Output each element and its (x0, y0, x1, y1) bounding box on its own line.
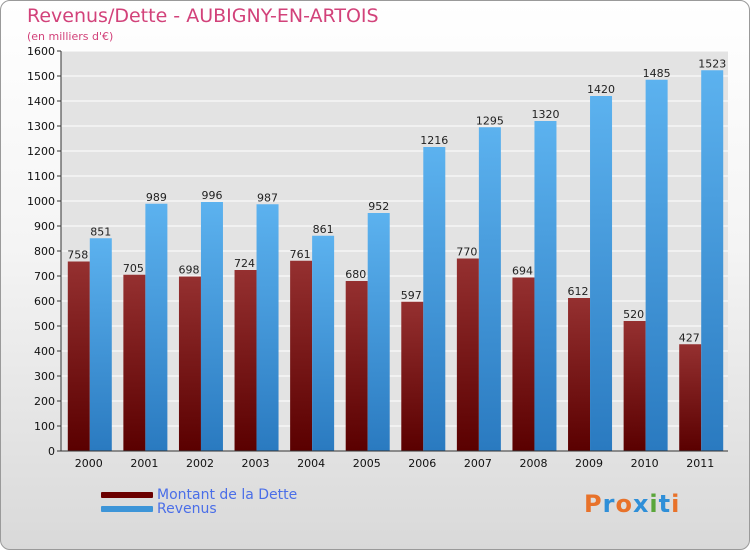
logo-letter: r (602, 490, 616, 518)
chart-subtitle: (en milliers d'€) (27, 30, 114, 43)
x-tick-label: 2003 (242, 457, 270, 470)
y-tick-label: 400 (34, 345, 55, 358)
data-label-revenus: 1295 (476, 114, 504, 127)
x-tick-label: 2002 (186, 457, 214, 470)
bar-revenus (534, 121, 557, 451)
data-label-debt: 612 (568, 285, 589, 298)
bar-revenus (89, 238, 112, 451)
bar-revenus (423, 147, 446, 451)
data-label-debt: 427 (679, 331, 700, 344)
legend-label-debt: Montant de la Dette (157, 487, 298, 503)
bar-debt (401, 301, 424, 451)
x-tick-label: 2004 (297, 457, 325, 470)
x-tick-label: 2010 (631, 457, 659, 470)
x-tick-label: 2007 (464, 457, 492, 470)
data-label-revenus: 996 (201, 189, 222, 202)
x-tick-label: 2008 (519, 457, 547, 470)
data-label-revenus: 1523 (698, 57, 726, 70)
data-label-revenus: 1420 (587, 83, 615, 96)
y-tick-label: 1600 (27, 45, 55, 58)
y-tick-label: 1500 (27, 70, 55, 83)
bar-debt (290, 260, 313, 451)
proxiti-logo: Proxiti (584, 490, 680, 518)
data-label-revenus: 952 (368, 200, 389, 213)
y-tick-label: 900 (34, 220, 55, 233)
y-tick-label: 500 (34, 320, 55, 333)
y-tick-label: 200 (34, 395, 55, 408)
bar-revenus (645, 79, 668, 451)
logo-letter: i (671, 490, 681, 518)
bar-debt (345, 281, 368, 451)
data-label-debt: 705 (123, 262, 144, 275)
data-label-revenus: 851 (90, 225, 111, 238)
bar-revenus (701, 70, 724, 451)
bar-debt (456, 258, 479, 451)
bar-revenus (478, 127, 501, 451)
logo-letter: P (584, 490, 603, 518)
data-label-debt: 680 (345, 268, 366, 281)
x-tick-label: 2001 (130, 457, 158, 470)
data-label-revenus: 1216 (420, 134, 448, 147)
x-tick-label: 2006 (408, 457, 436, 470)
x-tick-label: 2000 (75, 457, 103, 470)
data-label-debt: 694 (512, 265, 533, 278)
legend-label-revenus: Revenus (157, 501, 217, 517)
logo-letter: o (615, 490, 633, 518)
legend-item-debt: Montant de la Dette (101, 487, 297, 503)
data-label-debt: 597 (401, 289, 422, 302)
bar-debt (512, 277, 535, 451)
bar-debt (234, 270, 257, 451)
logo-letter: x (632, 490, 650, 518)
data-label-debt: 698 (178, 264, 199, 277)
y-tick-label: 600 (34, 295, 55, 308)
bar-debt (178, 276, 201, 451)
bar-debt (568, 298, 591, 451)
data-label-debt: 724 (234, 257, 255, 270)
y-tick-label: 1400 (27, 95, 55, 108)
bar-revenus (590, 96, 613, 451)
legend-swatch-revenus (101, 506, 153, 512)
data-label-debt: 761 (290, 248, 311, 261)
bar-revenus (256, 204, 279, 451)
y-tick-label: 0 (48, 445, 55, 458)
bar-revenus (200, 202, 223, 451)
data-label-debt: 758 (67, 249, 88, 262)
y-tick-label: 1100 (27, 170, 55, 183)
chart-title: Revenus/Dette - AUBIGNY-EN-ARTOIS (27, 5, 379, 27)
logo-letter: i (649, 490, 659, 518)
logo-letter: t (658, 490, 672, 518)
data-label-revenus: 987 (257, 191, 278, 204)
bar-debt (679, 344, 702, 451)
y-tick-label: 1300 (27, 120, 55, 133)
data-label-debt: 520 (623, 308, 644, 321)
data-label-debt: 770 (456, 246, 477, 259)
x-tick-label: 2005 (353, 457, 381, 470)
data-label-revenus: 1320 (531, 108, 559, 121)
bar-debt (67, 261, 90, 451)
y-tick-label: 300 (34, 370, 55, 383)
bar-debt (123, 274, 146, 451)
bar-revenus (145, 203, 168, 451)
bar-debt (623, 321, 646, 451)
x-tick-label: 2009 (575, 457, 603, 470)
bar-revenus (312, 235, 335, 451)
y-tick-label: 1200 (27, 145, 55, 158)
y-tick-label: 100 (34, 420, 55, 433)
x-tick-label: 2011 (686, 457, 714, 470)
y-tick-label: 800 (34, 245, 55, 258)
data-label-revenus: 861 (313, 223, 334, 236)
bar-revenus (367, 213, 390, 451)
data-label-revenus: 1485 (643, 67, 671, 80)
legend-swatch-debt (101, 492, 153, 498)
y-tick-label: 1000 (27, 195, 55, 208)
data-label-revenus: 989 (146, 191, 167, 204)
y-tick-label: 700 (34, 270, 55, 283)
legend-item-revenus: Revenus (101, 501, 217, 517)
